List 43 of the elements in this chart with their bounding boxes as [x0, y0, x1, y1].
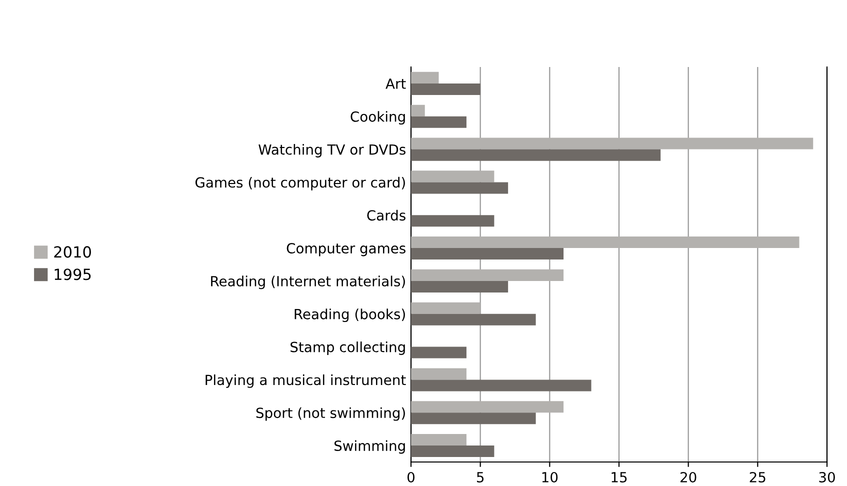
- bar: [411, 302, 480, 314]
- y-tick-label: Computer games: [286, 243, 406, 256]
- bar: [411, 368, 466, 380]
- x-tick-label: 30: [819, 472, 835, 482]
- bar: [411, 104, 425, 116]
- y-tick-label: Playing a musical instrument: [206, 374, 406, 388]
- bar: [411, 269, 564, 281]
- y-tick-label: Stamp collecting: [290, 342, 405, 355]
- x-tick-label: 0: [407, 472, 414, 482]
- bar: [411, 72, 439, 84]
- bar: [411, 170, 494, 182]
- bar: [411, 248, 564, 260]
- bar: [411, 401, 564, 413]
- bar: [411, 314, 536, 326]
- bar: [411, 280, 508, 292]
- bar: [411, 380, 592, 392]
- y-tick-label: Swimming: [334, 440, 405, 454]
- y-tick-label: Sport (not swimming): [256, 407, 405, 421]
- x-tick-label: 10: [542, 472, 558, 482]
- bar: [411, 412, 536, 424]
- x-tick-label: 25: [750, 472, 766, 482]
- y-tick-label: Reading (Internet materials): [211, 276, 405, 290]
- bar: [411, 116, 466, 128]
- bar: [411, 346, 466, 358]
- legend-label: 2010: [54, 246, 91, 258]
- legend-label: 1995: [54, 268, 91, 280]
- y-tick-label: Watching TV or DVDs: [258, 144, 406, 158]
- x-tick-label: 5: [476, 472, 484, 482]
- y-tick-label: Art: [386, 78, 406, 89]
- x-tick-label: 20: [680, 472, 696, 482]
- bar: [411, 182, 508, 194]
- bar: [411, 215, 494, 227]
- bar: [411, 149, 661, 161]
- bar: [411, 138, 814, 150]
- bar: [411, 236, 800, 248]
- y-tick-label: Cards: [367, 210, 406, 221]
- y-tick-label: Cooking: [350, 111, 405, 125]
- bar: [411, 83, 480, 95]
- bar: [411, 446, 494, 458]
- y-tick-label: Reading (books): [294, 308, 405, 322]
- x-tick-label: 15: [612, 472, 627, 482]
- bar: [411, 434, 466, 446]
- y-tick-label: Games (not computer or card): [195, 176, 405, 190]
